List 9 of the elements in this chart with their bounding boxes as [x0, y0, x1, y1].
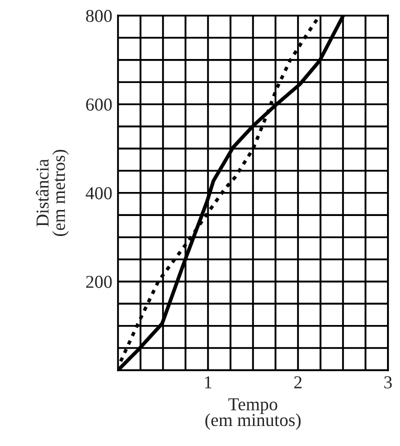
x-axis-title: Tempo (em minutos) [205, 398, 301, 430]
y-tick-label: 800 [86, 10, 112, 22]
y-tick-label: 600 [86, 98, 112, 111]
x-tick-label: 3 [384, 376, 392, 388]
y-axis-title: Distância (em metros) [36, 150, 69, 236]
x-tick-label: 2 [294, 376, 302, 388]
y-tick-label: 200 [86, 276, 112, 288]
x-tick-label: 1 [205, 376, 212, 388]
y-tick-label: 400 [86, 187, 112, 200]
